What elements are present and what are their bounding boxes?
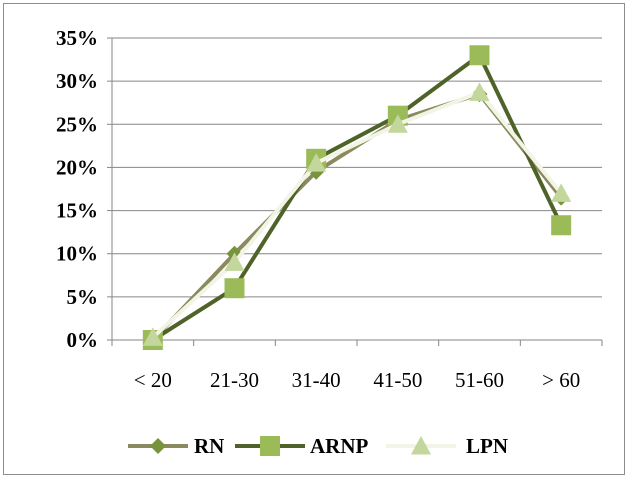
- x-tick-label: 21-30: [210, 368, 259, 392]
- axes: [107, 37, 603, 346]
- x-tick-label: < 20: [134, 368, 172, 392]
- data-point-lpn: [387, 114, 408, 133]
- series-line-lpn: [151, 90, 563, 339]
- data-point-lpn: [224, 252, 245, 271]
- legend-label-arnp: ARNP: [310, 434, 368, 458]
- chart-frame: [3, 3, 625, 475]
- gridlines: [112, 37, 602, 298]
- legend-item-arnp: ARNP: [235, 434, 368, 458]
- data-point-arnp: [551, 215, 572, 236]
- x-tick-label: 41-50: [373, 368, 422, 392]
- data-point-arnp: [224, 278, 245, 299]
- data-point-lpn: [469, 82, 490, 101]
- y-tick-label: 0%: [67, 328, 99, 352]
- y-tick-label: 35%: [56, 26, 98, 50]
- y-tick-label: 5%: [67, 285, 99, 309]
- data-point-lpn: [306, 153, 327, 172]
- y-tick-label: 25%: [56, 112, 98, 136]
- legend-marker-arnp: [260, 436, 280, 456]
- legend-label-rn: RN: [194, 434, 224, 458]
- series-arnp: [142, 45, 572, 350]
- legend-marker-rn: [150, 438, 166, 454]
- legend-marker-lpn: [411, 436, 431, 455]
- data-point-lpn: [142, 327, 163, 346]
- y-tick-label: 20%: [56, 155, 98, 179]
- x-tick-label: > 60: [542, 368, 580, 392]
- x-tick-label: 51-60: [455, 368, 504, 392]
- series-lpn: [142, 82, 572, 346]
- data-point-arnp: [469, 45, 490, 66]
- legend-item-lpn: LPN: [386, 434, 508, 458]
- legend: RN ARNP LPN: [128, 434, 508, 458]
- x-tick-label: 31-40: [292, 368, 341, 392]
- series-line-arnp: [151, 53, 563, 342]
- y-tick-label: 15%: [56, 199, 98, 223]
- legend-item-rn: RN: [128, 434, 224, 458]
- series-lines: [142, 45, 572, 350]
- y-tick-labels: 0% 5% 10% 15% 20% 25% 30% 35%: [56, 26, 98, 352]
- x-tick-labels: < 20 21-30 31-40 41-50 51-60 > 60: [134, 368, 580, 392]
- legend-label-lpn: LPN: [466, 434, 508, 458]
- y-tick-label: 30%: [56, 69, 98, 93]
- y-tick-label: 10%: [56, 242, 98, 266]
- data-point-lpn: [551, 183, 572, 202]
